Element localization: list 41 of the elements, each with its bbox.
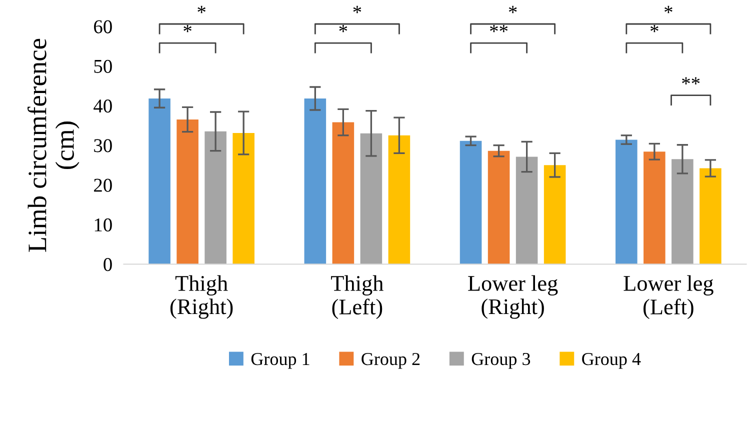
- x-tick-label: Thigh (Right): [170, 275, 233, 319]
- y-tick-label: 30: [94, 139, 112, 152]
- bar: [644, 152, 666, 264]
- bar: [616, 140, 638, 264]
- bar: [332, 122, 354, 264]
- bar: [204, 131, 226, 264]
- legend-label: Group 4: [582, 352, 641, 369]
- annotation: *: [339, 24, 348, 32]
- annotation: **: [490, 24, 508, 32]
- x-tick-label: Thigh (Left): [331, 275, 384, 320]
- y-tick-label: 40: [94, 99, 112, 113]
- text: *: [198, 6, 206, 14]
- bar: [544, 165, 566, 264]
- text: *: [508, 6, 517, 14]
- bar: [388, 135, 410, 264]
- bar: [700, 168, 722, 264]
- y-axis-title: Limb circumference (cm): [28, 38, 80, 252]
- legend-label: Group 1: [251, 352, 310, 369]
- bar: [232, 132, 254, 264]
- bar: [516, 156, 538, 264]
- bar: [148, 98, 170, 264]
- bar: [460, 140, 482, 264]
- annotation: **: [682, 77, 700, 84]
- bar: [360, 133, 382, 264]
- annotation: *: [650, 24, 658, 32]
- text: *: [353, 6, 362, 14]
- y-tick-label: 0: [104, 258, 112, 272]
- bar: [672, 159, 694, 264]
- y-tick-label: 60: [94, 20, 112, 34]
- text: *: [664, 6, 672, 14]
- y-tick-label: 20: [94, 178, 112, 192]
- bar: [176, 120, 198, 264]
- bar: [488, 150, 510, 264]
- bar: [304, 98, 326, 264]
- annotation: *: [184, 24, 192, 32]
- y-tick-label: 50: [94, 60, 112, 73]
- legend-label: Group 3: [472, 352, 530, 369]
- x-tick-label: Lower leg (Left): [624, 275, 714, 320]
- y-tick-label: 10: [94, 218, 112, 232]
- legend-label: Group 2: [362, 352, 420, 369]
- x-tick-label: Lower leg (Right): [468, 275, 558, 319]
